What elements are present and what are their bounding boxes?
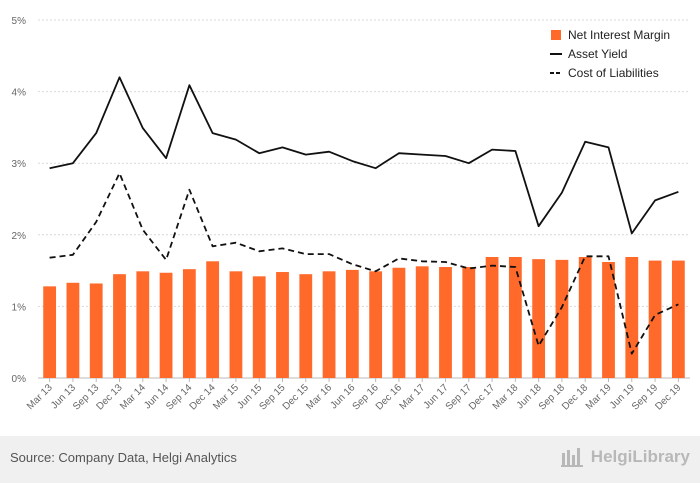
bar: [485, 256, 499, 378]
bar: [276, 272, 289, 378]
y-tick-label: 3%: [12, 159, 27, 170]
bar: [555, 259, 569, 378]
y-tick-label: 4%: [12, 88, 27, 99]
line-series: [49, 76, 679, 355]
bar: [439, 267, 452, 378]
y-axis: 0% 1% 2% 3% 4% 5%: [12, 16, 27, 385]
source-note: Source: Company Data, Helgi Analytics: [10, 450, 237, 465]
bar: [182, 269, 196, 378]
library-icon: [560, 448, 583, 467]
bar: [89, 283, 103, 378]
bar: [392, 267, 406, 378]
x-tick-label: Mar 17: [398, 382, 428, 412]
bar: [508, 256, 522, 378]
x-tick-label: Mar 19: [584, 382, 614, 412]
y-tick-label: 2%: [12, 231, 27, 242]
bar: [322, 271, 336, 378]
asset-yield-line: [49, 76, 679, 235]
legend-label: Asset Yield: [568, 47, 627, 61]
y-tick-label: 5%: [12, 16, 27, 27]
bar: [159, 272, 173, 378]
bar: [345, 269, 359, 378]
x-tick-label: Mar 16: [304, 382, 334, 412]
bar: [206, 261, 220, 378]
legend-label: Net Interest Margin: [568, 28, 670, 42]
x-tick-label: Mar 13: [25, 382, 55, 412]
x-tick-label: Mar 18: [491, 382, 521, 412]
brand-name: HelgiLibrary: [590, 447, 690, 466]
cost-of-liabilities-line: [49, 172, 679, 355]
bar: [462, 267, 476, 378]
bar: [136, 271, 150, 378]
bar: [602, 262, 615, 378]
legend-label: Cost of Liabilities: [568, 66, 659, 80]
bar: [671, 260, 685, 378]
bar: [252, 276, 266, 378]
footer: Source: Company Data, Helgi Analytics He…: [0, 436, 700, 483]
bar: [66, 282, 80, 378]
bar: [648, 260, 662, 378]
bar: [43, 286, 57, 378]
bar-series: [43, 256, 685, 378]
bar: [113, 274, 126, 378]
bar: [229, 271, 243, 378]
y-tick-label: 1%: [12, 302, 27, 313]
bar: [578, 256, 592, 378]
bar: [625, 256, 639, 378]
y-tick-label: 0%: [12, 374, 27, 385]
legend-swatch: [551, 30, 561, 40]
bar: [299, 274, 313, 378]
bar: [369, 271, 383, 378]
legend: Net Interest Margin Asset Yield Cost of Li…: [550, 28, 670, 80]
x-tick-label: Dec 19: [653, 382, 683, 412]
brand-logo: HelgiLibrary: [560, 447, 690, 467]
bar: [532, 259, 546, 378]
x-tick-label: Mar 15: [211, 382, 241, 412]
bar: [415, 266, 429, 378]
x-tick-label: Mar 14: [118, 382, 148, 412]
